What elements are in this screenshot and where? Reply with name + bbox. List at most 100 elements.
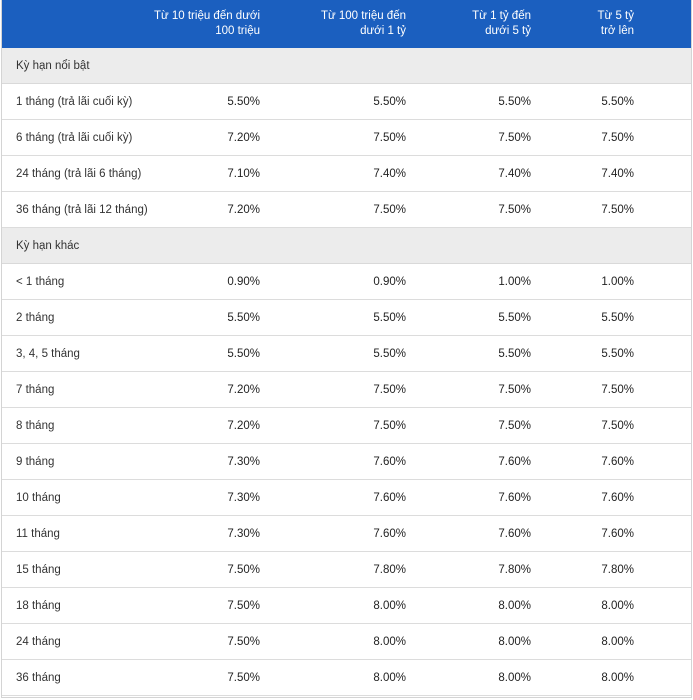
rate-cell: 7.20% (227, 419, 260, 432)
header-col4-line2: trở lên (600, 25, 634, 37)
term-label: 36 tháng (16, 671, 61, 684)
rate-cell: 5.50% (601, 347, 634, 360)
rate-cell: 0.90% (227, 275, 260, 288)
rate-cell: 8.00% (498, 671, 531, 684)
table-row: 10 tháng 7.30% 7.60% 7.60% 7.60% (2, 480, 691, 516)
header-col3-line1: Từ 1 tỷ đến (472, 10, 531, 22)
term-label: 9 tháng (16, 455, 55, 468)
rate-cell: 7.80% (373, 563, 406, 576)
rate-cell: 8.00% (498, 599, 531, 612)
term-label: 24 tháng (trả lãi 6 tháng) (16, 167, 142, 180)
header-col-1b-5b: Từ 1 tỷ đến dưới 5 tỷ (406, 0, 531, 48)
rate-cell: 8.00% (601, 671, 634, 684)
table-row: 36 tháng 7.50% 8.00% 8.00% 8.00% (2, 660, 691, 696)
section-header: Kỳ hạn khác (2, 228, 691, 264)
term-label: 6 tháng (trả lãi cuối kỳ) (16, 131, 133, 144)
rate-cell: 7.50% (498, 131, 531, 144)
header-col4-line1: Từ 5 tỷ (597, 10, 634, 22)
rate-cell: 7.20% (227, 383, 260, 396)
rate-cell: 5.50% (227, 95, 260, 108)
rate-cell: 7.30% (227, 527, 260, 540)
table-row: 11 tháng 7.30% 7.60% 7.60% 7.60% (2, 516, 691, 552)
header-col3-line2: dưới 5 tỷ (485, 25, 531, 37)
rate-cell: 7.60% (498, 527, 531, 540)
table-body: Kỳ hạn nổi bật 1 tháng (trả lãi cuối kỳ) 5… (2, 48, 691, 696)
term-label: 36 tháng (trả lãi 12 tháng) (16, 203, 148, 216)
rate-cell: 7.50% (227, 599, 260, 612)
rate-cell: 7.80% (498, 563, 531, 576)
table-row: 2 tháng 5.50% 5.50% 5.50% 5.50% (2, 300, 691, 336)
rate-cell: 7.50% (498, 383, 531, 396)
rate-cell: 5.50% (373, 311, 406, 324)
table-row: < 1 tháng 0.90% 0.90% 1.00% 1.00% (2, 264, 691, 300)
rate-cell: 7.20% (227, 131, 260, 144)
rate-cell: 7.50% (601, 419, 634, 432)
rate-cell: 5.50% (373, 347, 406, 360)
table-row: 18 tháng 7.50% 8.00% 8.00% 8.00% (2, 588, 691, 624)
rate-cell: 7.40% (498, 167, 531, 180)
rate-cell: 7.50% (601, 383, 634, 396)
term-label: 8 tháng (16, 419, 55, 432)
rate-cell: 5.50% (601, 95, 634, 108)
rate-cell: 7.60% (601, 527, 634, 540)
rate-cell: 7.60% (601, 455, 634, 468)
term-label: 10 tháng (16, 491, 61, 504)
term-label: 15 tháng (16, 563, 61, 576)
rate-cell: 7.50% (373, 131, 406, 144)
table-row: 36 tháng (trả lãi 12 tháng) 7.20% 7.50% 7.5… (2, 192, 691, 228)
rate-cell: 7.60% (373, 527, 406, 540)
header-col-5b-plus: Từ 5 tỷ trở lên (531, 0, 634, 48)
rate-cell: 7.50% (227, 635, 260, 648)
header-col-100m-1b: Từ 100 triệu đến dưới 1 tỷ (260, 0, 406, 48)
rate-cell: 7.50% (601, 131, 634, 144)
rate-cell: 7.20% (227, 203, 260, 216)
rate-cell: 7.30% (227, 491, 260, 504)
table-row: 24 tháng (trả lãi 6 tháng) 7.10% 7.40% 7.40… (2, 156, 691, 192)
rate-cell: 8.00% (373, 635, 406, 648)
term-label: 11 tháng (16, 527, 60, 540)
rate-cell: 8.00% (373, 671, 406, 684)
rate-cell: 7.30% (227, 455, 260, 468)
rate-cell: 0.90% (373, 275, 406, 288)
header-col1-line2: 100 triệu (215, 25, 260, 37)
rate-cell: 7.40% (601, 167, 634, 180)
rate-cell: 5.50% (601, 311, 634, 324)
rate-cell: 7.10% (227, 167, 260, 180)
term-label: 7 tháng (16, 383, 55, 396)
table-row: 15 tháng 7.50% 7.80% 7.80% 7.80% (2, 552, 691, 588)
table-row: 6 tháng (trả lãi cuối kỳ) 7.20% 7.50% 7.50%… (2, 120, 691, 156)
rate-cell: 5.50% (498, 347, 531, 360)
rate-cell: 7.60% (601, 491, 634, 504)
rate-cell: 5.50% (498, 95, 531, 108)
rate-cell: 7.60% (498, 491, 531, 504)
table-row: 8 tháng 7.20% 7.50% 7.50% 7.50% (2, 408, 691, 444)
term-label: 18 tháng (16, 599, 61, 612)
rate-cell: 5.50% (373, 95, 406, 108)
rate-cell: 5.50% (227, 311, 260, 324)
rate-cell: 7.40% (373, 167, 406, 180)
table-row: 9 tháng 7.30% 7.60% 7.60% 7.60% (2, 444, 691, 480)
rate-cell: 8.00% (498, 635, 531, 648)
table-row: 1 tháng (trả lãi cuối kỳ) 5.50% 5.50% 5.50%… (2, 84, 691, 120)
rate-cell: 7.50% (498, 419, 531, 432)
table-header: Từ 10 triệu đến dưới 100 triệu Từ 100 tri… (2, 0, 691, 48)
rate-cell: 1.00% (498, 275, 531, 288)
header-col2-line2: dưới 1 tỷ (360, 25, 406, 37)
term-label: 3, 4, 5 tháng (16, 347, 80, 360)
rate-cell: 7.50% (373, 203, 406, 216)
table-row: 3, 4, 5 tháng 5.50% 5.50% 5.50% 5.50% (2, 336, 691, 372)
term-label: 1 tháng (trả lãi cuối kỳ) (16, 95, 133, 108)
term-label: 24 tháng (16, 635, 61, 648)
rate-cell: 7.60% (373, 491, 406, 504)
rate-cell: 7.80% (601, 563, 634, 576)
rate-cell: 7.50% (601, 203, 634, 216)
rate-cell: 1.00% (601, 275, 634, 288)
term-label: < 1 tháng (16, 275, 65, 288)
header-col-10m-100m: Từ 10 triệu đến dưới 100 triệu (2, 0, 260, 48)
rate-cell: 7.50% (498, 203, 531, 216)
rate-cell: 7.50% (373, 419, 406, 432)
rate-cell: 5.50% (227, 347, 260, 360)
rate-cell: 7.50% (373, 383, 406, 396)
rate-cell: 5.50% (498, 311, 531, 324)
